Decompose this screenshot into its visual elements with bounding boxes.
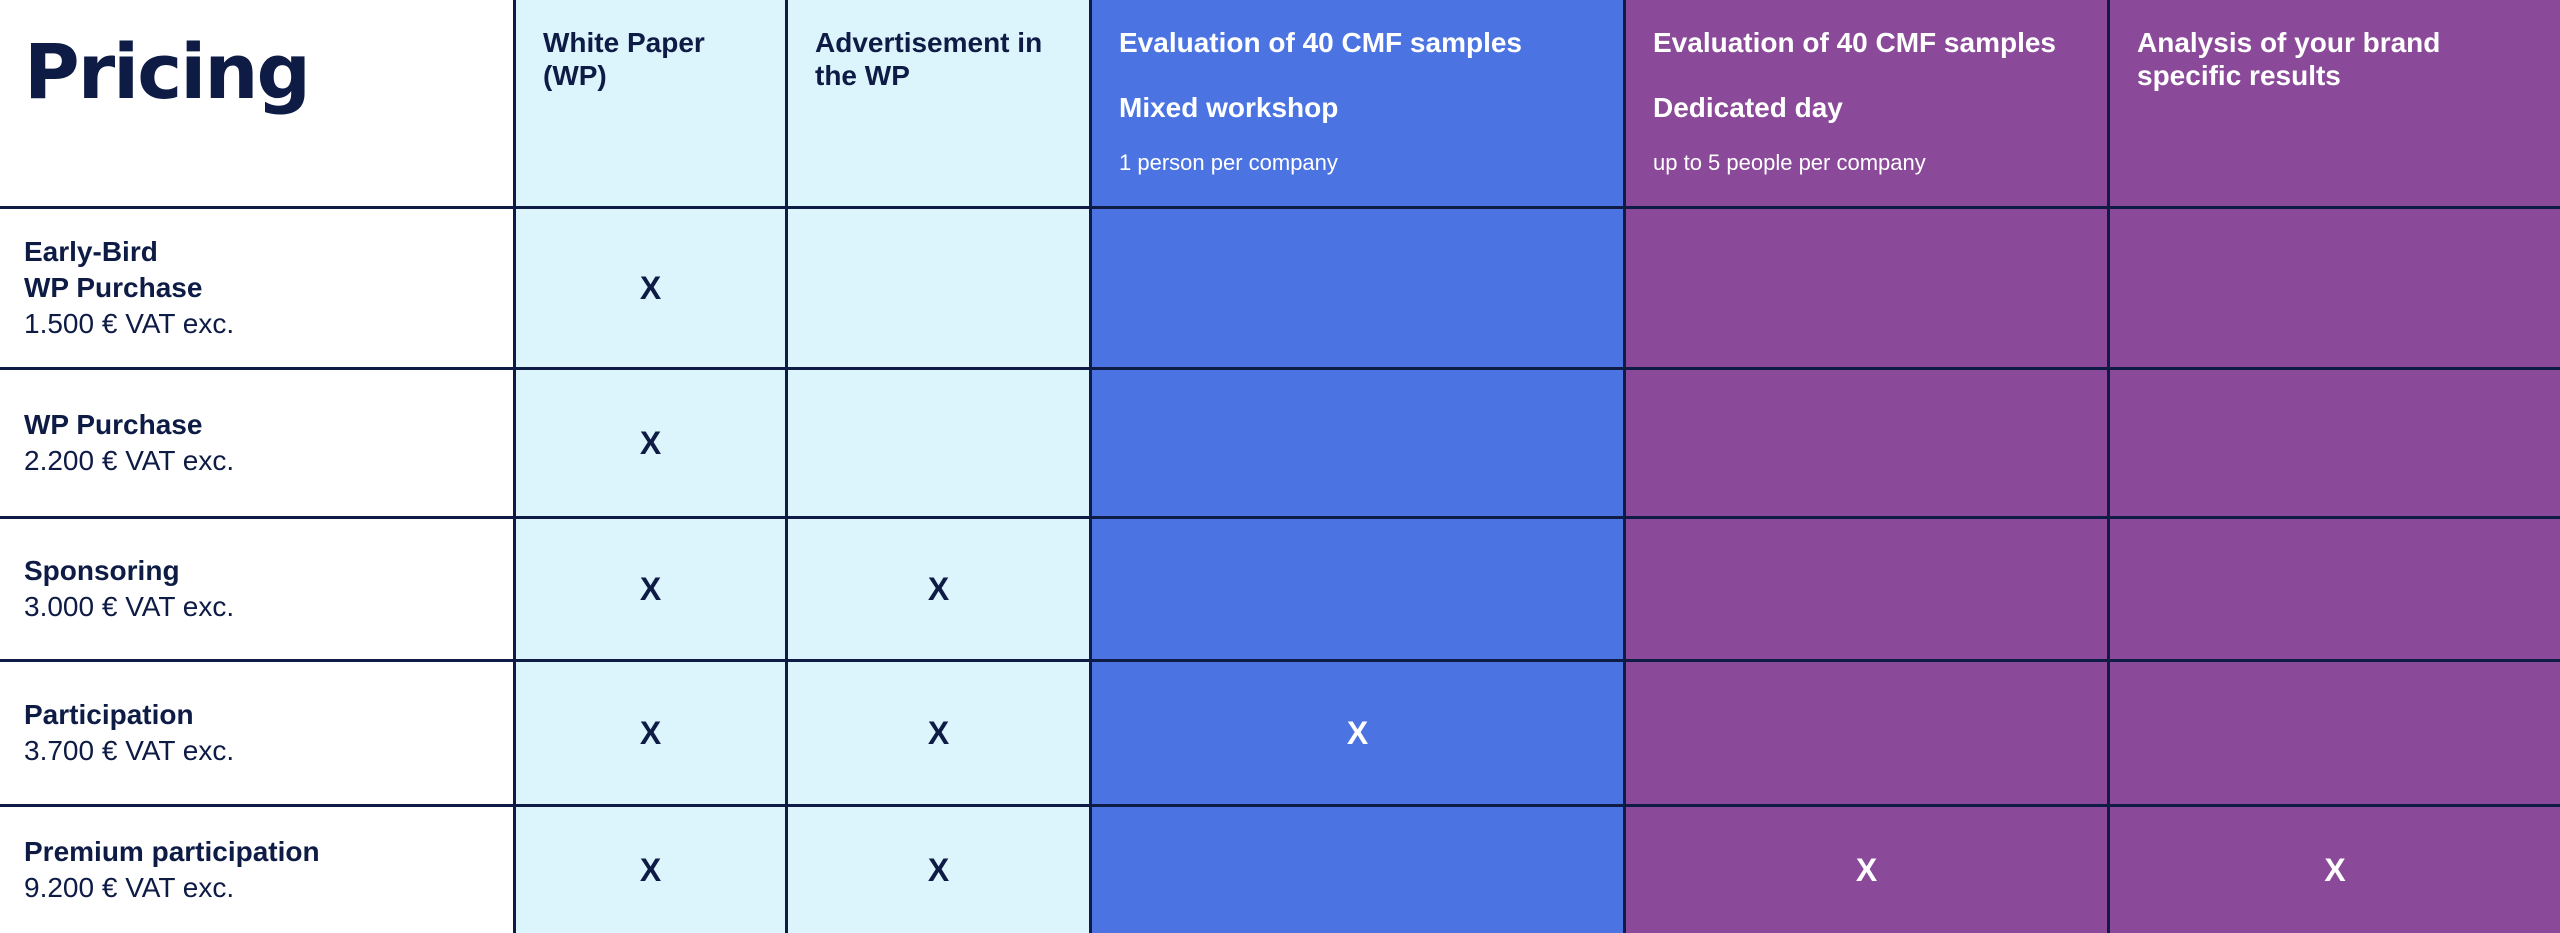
table-cell — [2110, 370, 2560, 519]
column-header-note: 1 person per company — [1119, 150, 1338, 175]
table-cell — [788, 370, 1092, 519]
table-cell: X — [516, 370, 788, 519]
page-title: Pricing — [24, 27, 311, 116]
table-cell — [2110, 662, 2560, 807]
table-cell — [788, 209, 1092, 370]
row-price: 3.700 € VAT exc. — [24, 735, 235, 766]
table-cell: X — [516, 807, 788, 933]
table-cell: X — [516, 662, 788, 807]
table-cell: X — [788, 519, 1092, 662]
row-name: Early-Bird WP Purchase — [24, 236, 203, 303]
column-header-label: Analysis of your brand specific results — [2137, 27, 2441, 91]
check-mark: X — [1346, 715, 1369, 751]
column-header-label: Evaluation of 40 CMF samples — [1119, 27, 1522, 58]
column-header-sub: Dedicated day — [1653, 92, 1843, 123]
check-mark: X — [2324, 852, 2346, 888]
check-mark: X — [639, 270, 662, 306]
check-mark: X — [927, 715, 950, 751]
table-cell: X — [1626, 807, 2110, 933]
table-cell — [1626, 662, 2110, 807]
row-name: Sponsoring — [24, 555, 180, 586]
table-cell: X — [788, 662, 1092, 807]
check-mark: X — [639, 852, 662, 888]
title-cell: Pricing — [0, 0, 516, 209]
row-label-sponsoring: Sponsoring 3.000 € VAT exc. — [0, 519, 516, 662]
column-header-dedicated-day: Evaluation of 40 CMF samples Dedicated d… — [1626, 0, 2110, 209]
column-header-brand-analysis: Analysis of your brand specific results — [2110, 0, 2560, 209]
row-name: Premium participation — [24, 836, 320, 867]
row-price: 3.000 € VAT exc. — [24, 591, 235, 622]
check-mark: X — [639, 425, 662, 461]
row-label-early-bird: Early-Bird WP Purchase 1.500 € VAT exc. — [0, 209, 516, 370]
row-label-premium-participation: Premium participation 9.200 € VAT exc. — [0, 807, 516, 933]
table-cell — [1092, 370, 1626, 519]
check-mark: X — [927, 571, 950, 607]
row-name: WP Purchase — [24, 409, 203, 440]
row-label-participation: Participation 3.700 € VAT exc. — [0, 662, 516, 807]
row-price: 2.200 € VAT exc. — [24, 445, 235, 476]
table-cell: X — [516, 519, 788, 662]
column-header-sub: Mixed workshop — [1119, 92, 1339, 123]
table-cell — [2110, 209, 2560, 370]
check-mark: X — [927, 852, 950, 888]
row-price: 9.200 € VAT exc. — [24, 872, 235, 903]
table-cell — [1626, 209, 2110, 370]
table-cell — [1092, 209, 1626, 370]
table-cell — [1626, 519, 2110, 662]
row-price: 1.500 € VAT exc. — [24, 308, 235, 339]
table-cell — [1092, 519, 1626, 662]
check-mark: X — [639, 571, 662, 607]
table-cell: X — [2110, 807, 2560, 933]
table-cell: X — [788, 807, 1092, 933]
row-label-wp-purchase: WP Purchase 2.200 € VAT exc. — [0, 370, 516, 519]
table-cell: X — [516, 209, 788, 370]
table-cell — [2110, 519, 2560, 662]
column-header-label: Advertisement in the WP — [815, 27, 1043, 91]
table-cell — [1092, 807, 1626, 933]
column-header-white-paper: White Paper (WP) — [516, 0, 788, 209]
column-header-mixed-workshop: Evaluation of 40 CMF samples Mixed works… — [1092, 0, 1626, 209]
row-name: Participation — [24, 699, 194, 730]
column-header-label: Evaluation of 40 CMF samples — [1653, 27, 2056, 58]
check-mark: X — [639, 715, 662, 751]
column-header-label: White Paper (WP) — [543, 27, 705, 91]
table-cell: X — [1092, 662, 1626, 807]
check-mark: X — [1855, 852, 1878, 888]
table-cell — [1626, 370, 2110, 519]
column-header-advertisement: Advertisement in the WP — [788, 0, 1092, 209]
column-header-note: up to 5 people per company — [1653, 150, 1926, 175]
